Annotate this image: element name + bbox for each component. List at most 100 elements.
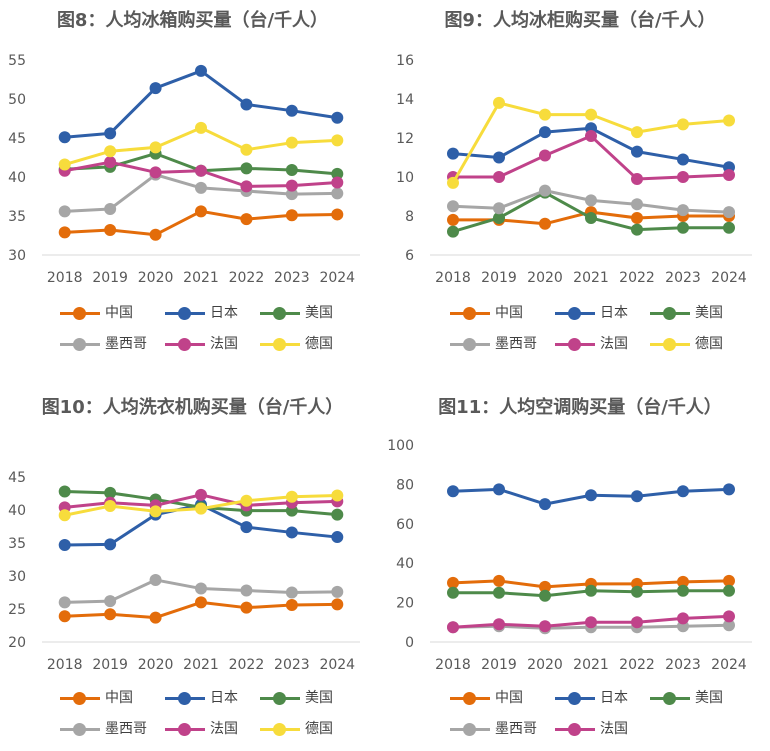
y-tick-label: 12 bbox=[396, 131, 414, 147]
legend-marker bbox=[73, 338, 86, 351]
legend-marker bbox=[463, 692, 476, 705]
y-tick-label: 60 bbox=[396, 517, 414, 533]
y-tick-label: 8 bbox=[405, 209, 414, 225]
data-point bbox=[539, 589, 551, 602]
legend-marker bbox=[178, 338, 191, 351]
data-point bbox=[104, 595, 117, 608]
x-tick-label: 2023 bbox=[274, 270, 310, 286]
legend-label: 德国 bbox=[695, 336, 723, 352]
chart-aircon: 图11：人均空调购买量（台/千人） 0 20 40 60 80 100 2018 2019 20… bbox=[387, 385, 770, 751]
data-point bbox=[285, 104, 298, 117]
legend-marker bbox=[273, 723, 286, 736]
data-point bbox=[447, 200, 459, 213]
data-point bbox=[285, 188, 298, 201]
data-point bbox=[285, 136, 298, 149]
legend-marker bbox=[73, 307, 86, 320]
data-point bbox=[585, 584, 597, 597]
x-tick-label: 2022 bbox=[619, 270, 655, 286]
x-tick-label: 2024 bbox=[319, 270, 355, 286]
data-point bbox=[104, 486, 117, 499]
chart-freezer: 图9：人均冰柜购买量（台/千人） 6 8 10 12 14 16 2018 2019 2020 2… bbox=[390, 0, 770, 375]
data-point bbox=[104, 224, 117, 237]
data-point bbox=[285, 179, 298, 192]
legend-label: 中国 bbox=[495, 690, 523, 706]
data-point bbox=[493, 151, 505, 164]
x-tick-label: 2018 bbox=[47, 270, 83, 286]
chart-plot: 20 25 30 35 40 45 2018 2019 2020 2021 2022 2023 2024 bbox=[8, 470, 360, 673]
legend-label: 法国 bbox=[210, 336, 238, 352]
legend-marker bbox=[178, 692, 191, 705]
data-point bbox=[723, 483, 735, 496]
data-point bbox=[723, 221, 735, 234]
data-point bbox=[539, 620, 551, 633]
legend-marker bbox=[273, 692, 286, 705]
data-point bbox=[149, 505, 162, 518]
data-point bbox=[58, 610, 71, 623]
data-point bbox=[240, 180, 253, 193]
data-point bbox=[677, 221, 689, 234]
legend-label: 德国 bbox=[305, 336, 333, 352]
legend-label: 美国 bbox=[305, 690, 333, 706]
data-point bbox=[447, 485, 459, 498]
data-point bbox=[58, 226, 71, 239]
data-point bbox=[493, 483, 505, 496]
data-point bbox=[447, 213, 459, 226]
x-tick-label: 2021 bbox=[183, 270, 219, 286]
data-point bbox=[240, 494, 253, 507]
data-point bbox=[677, 118, 689, 131]
data-point bbox=[104, 127, 117, 140]
data-point bbox=[195, 582, 207, 595]
data-point bbox=[104, 500, 117, 513]
legend-marker bbox=[178, 723, 191, 736]
data-point bbox=[149, 82, 162, 95]
data-point bbox=[677, 485, 689, 498]
x-tick-label: 2020 bbox=[527, 270, 563, 286]
data-point bbox=[331, 585, 344, 598]
legend-label: 日本 bbox=[210, 690, 238, 706]
data-point bbox=[331, 111, 344, 124]
y-tick-label: 40 bbox=[396, 556, 414, 572]
data-point bbox=[539, 108, 551, 121]
data-point bbox=[447, 225, 459, 238]
legend-marker bbox=[568, 307, 581, 320]
data-point bbox=[104, 608, 117, 621]
data-point bbox=[104, 145, 117, 158]
data-point bbox=[677, 153, 689, 166]
data-point bbox=[195, 64, 207, 77]
data-point bbox=[240, 213, 253, 226]
data-point bbox=[585, 130, 597, 143]
data-point bbox=[631, 172, 643, 185]
y-tick-label: 100 bbox=[387, 438, 414, 454]
legend-marker bbox=[273, 307, 286, 320]
chart-plot: 6 8 10 12 14 16 2018 2019 2020 2021 2022 2023 2024 bbox=[396, 53, 752, 286]
data-point bbox=[195, 205, 207, 218]
legend-marker bbox=[663, 338, 676, 351]
data-point bbox=[539, 217, 551, 230]
legend-label: 法国 bbox=[210, 721, 238, 737]
data-point bbox=[58, 485, 71, 498]
legend-marker bbox=[178, 307, 191, 320]
data-point bbox=[723, 584, 735, 597]
data-point bbox=[58, 538, 71, 551]
data-point bbox=[195, 596, 207, 609]
y-tick-label: 25 bbox=[8, 602, 26, 618]
x-tick-label: 2019 bbox=[92, 270, 128, 286]
data-point bbox=[493, 202, 505, 215]
x-tick-label: 2022 bbox=[229, 657, 265, 673]
x-tick-label: 2023 bbox=[274, 657, 310, 673]
chart-title: 图8：人均冰箱购买量（台/千人） bbox=[56, 10, 329, 31]
legend-marker bbox=[463, 307, 476, 320]
y-tick-label: 40 bbox=[8, 503, 26, 519]
x-tick-label: 2020 bbox=[527, 657, 563, 673]
legend-label: 美国 bbox=[695, 305, 723, 321]
legend-label: 墨西哥 bbox=[495, 336, 537, 352]
data-point bbox=[331, 598, 344, 611]
data-point bbox=[195, 488, 207, 501]
x-tick-label: 2020 bbox=[138, 270, 174, 286]
y-tick-label: 40 bbox=[8, 170, 26, 186]
x-tick-label: 2021 bbox=[183, 657, 219, 673]
data-point bbox=[58, 131, 71, 144]
x-tick-label: 2024 bbox=[711, 657, 747, 673]
y-tick-label: 55 bbox=[8, 53, 26, 69]
x-tick-label: 2022 bbox=[619, 657, 655, 673]
